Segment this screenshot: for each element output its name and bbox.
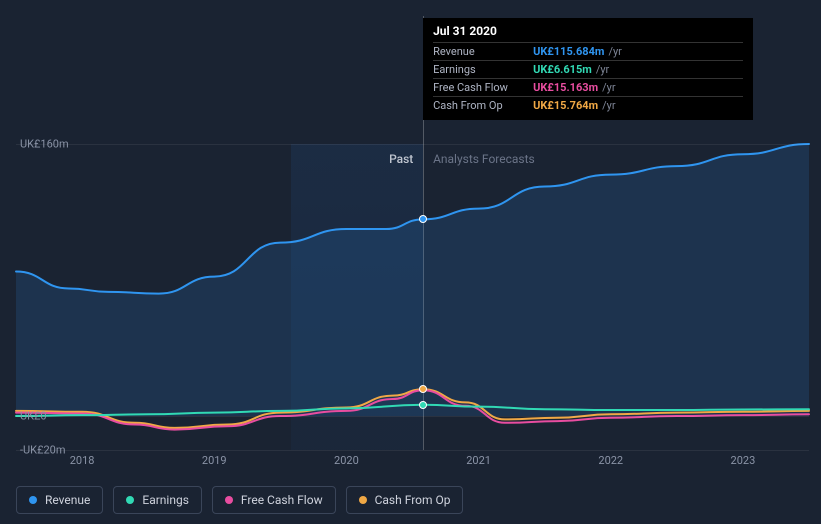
y-axis-label: UK£0 — [20, 410, 47, 423]
legend-item[interactable]: Free Cash Flow — [212, 486, 336, 514]
tooltip-row-value: UK£115.684m — [533, 45, 604, 58]
tooltip-row-value: UK£6.615m — [533, 63, 592, 76]
tooltip-row-name: Earnings — [433, 63, 533, 76]
marker-dot — [419, 215, 427, 223]
tooltip-row-unit: /yr — [602, 81, 615, 94]
legend-dot-icon — [29, 496, 37, 504]
tooltip-row-value: UK£15.764m — [533, 99, 598, 112]
legend-label: Cash From Op — [375, 493, 451, 507]
tooltip-row-unit: /yr — [602, 99, 615, 112]
legend-item[interactable]: Revenue — [16, 486, 103, 514]
x-axis-label: 2021 — [466, 454, 491, 467]
x-axis-label: 2023 — [731, 454, 756, 467]
tooltip: Jul 31 2020 RevenueUK£115.684m/yrEarning… — [423, 18, 753, 120]
gridline — [16, 144, 809, 145]
x-axis: 2018 2019 2020 2021 2022 2023 — [16, 454, 809, 474]
gridline — [16, 450, 809, 451]
tooltip-row-unit: /yr — [596, 63, 609, 76]
marker-dot — [419, 401, 427, 409]
tooltip-date: Jul 31 2020 — [433, 24, 743, 42]
marker-dot — [419, 385, 427, 393]
legend: Revenue Earnings Free Cash Flow Cash From O… — [16, 486, 463, 514]
tooltip-row-name: Revenue — [433, 45, 533, 58]
tooltip-row-unit: /yr — [608, 45, 621, 58]
gridline — [16, 416, 809, 417]
tooltip-row: RevenueUK£115.684m/yr — [433, 42, 743, 60]
tooltip-row-name: Free Cash Flow — [433, 81, 533, 94]
legend-item[interactable]: Earnings — [113, 486, 202, 514]
x-axis-label: 2018 — [70, 454, 95, 467]
x-axis-label: 2019 — [202, 454, 227, 467]
legend-dot-icon — [126, 496, 134, 504]
tooltip-row-value: UK£15.163m — [533, 81, 598, 94]
x-axis-label: 2022 — [598, 454, 623, 467]
legend-dot-icon — [359, 496, 367, 504]
tooltip-row: Free Cash FlowUK£15.163m/yr — [433, 78, 743, 96]
legend-dot-icon — [225, 496, 233, 504]
y-axis-label: UK£160m — [20, 138, 69, 151]
legend-item[interactable]: Cash From Op — [346, 486, 464, 514]
series-area — [16, 144, 809, 416]
tooltip-row-name: Cash From Op — [433, 99, 533, 112]
legend-label: Free Cash Flow — [241, 493, 323, 507]
tooltip-row: EarningsUK£6.615m/yr — [433, 60, 743, 78]
x-axis-label: 2020 — [334, 454, 359, 467]
legend-label: Earnings — [142, 493, 189, 507]
tooltip-row: Cash From OpUK£15.764m/yr — [433, 96, 743, 114]
legend-label: Revenue — [45, 493, 90, 507]
